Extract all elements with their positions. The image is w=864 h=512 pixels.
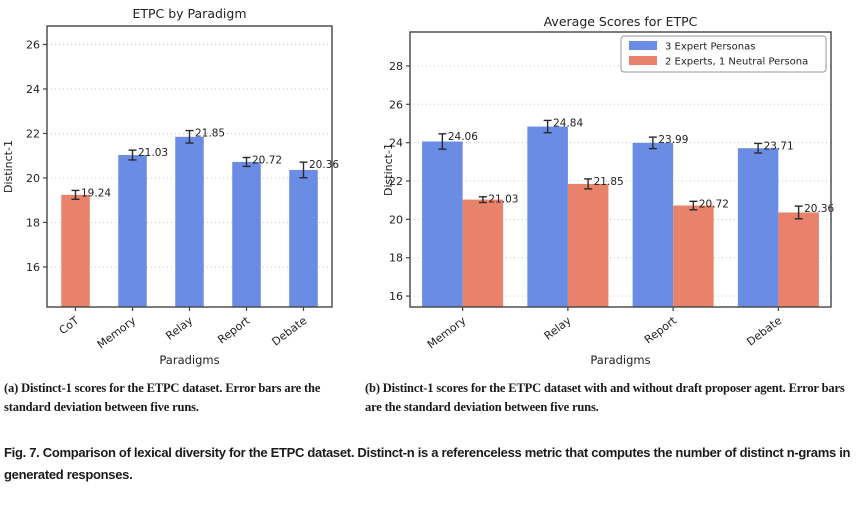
- y-tick-label: 28: [389, 60, 403, 73]
- chart-average-scores-etpc: 24.06 21.03 24.84 21.85 23.99 20.72 23.71 20.36…: [380, 0, 864, 378]
- y-tick-label: 16: [26, 261, 40, 274]
- y-tick-label: 22: [389, 175, 403, 188]
- bar-debate-1: [778, 212, 819, 307]
- y-axis-label: Distinct-1: [2, 140, 15, 193]
- value-label: 21.85: [195, 128, 225, 140]
- subcaption-b: (b) Distinct-1 scores for the ETPC datas…: [365, 381, 845, 414]
- chart-title: ETPC by Paradigm: [132, 6, 246, 21]
- x-axis-label: Paradigms: [590, 353, 650, 367]
- x-tick-label: Debate: [269, 314, 309, 349]
- bar-cot: [61, 194, 90, 307]
- value-label: 20.36: [804, 203, 834, 215]
- y-tick-label: 18: [389, 252, 403, 265]
- x-tick-label: Memory: [95, 314, 139, 352]
- x-tick-label: Relay: [163, 314, 195, 343]
- bar-relay: [175, 136, 204, 307]
- value-label: 23.99: [658, 134, 688, 146]
- bar-memory-1: [462, 199, 504, 307]
- legend-box: [620, 35, 827, 73]
- bar-report-1: [673, 205, 714, 307]
- bar-report-0: [632, 142, 674, 307]
- bar-memory: [118, 155, 147, 307]
- bar-relay-0: [527, 126, 568, 307]
- y-tick-label: 18: [26, 216, 40, 229]
- plot-frame: [409, 31, 832, 308]
- legend-label-1: 2 Experts, 1 Neutral Persona: [665, 57, 808, 68]
- y-axis-label: Distinct-1: [382, 143, 395, 196]
- y-tick-label: 24: [26, 83, 40, 96]
- y-tick-label: 20: [389, 213, 403, 226]
- value-label: 21.03: [488, 194, 518, 206]
- subcaption-a: (a) Distinct-1 scores for the ETPC datas…: [4, 381, 321, 414]
- y-tick-label: 16: [389, 290, 403, 303]
- bar-debate: [289, 169, 318, 307]
- value-label: 24.84: [553, 117, 583, 129]
- chart-etpc-by-paradigm: 19.24 21.03 21.85 20.72 20.36 16 18 20 22 24 26 CoT…: [0, 0, 380, 378]
- y-tick-label: 24: [389, 137, 403, 150]
- chart-a-canvas: 19.24 21.03 21.85 20.72 20.36 16 18 20 22 24 26 CoT…: [2, 6, 339, 367]
- legend-label-0: 3 Expert Personas: [665, 42, 755, 53]
- x-axis-label: Paradigms: [159, 353, 219, 367]
- legend-swatch-1: [629, 56, 657, 65]
- value-label: 19.24: [81, 187, 111, 199]
- bar-report: [232, 161, 261, 307]
- x-tick-label: Relay: [542, 314, 574, 343]
- x-tick-label: Report: [642, 314, 679, 347]
- value-label: 20.72: [252, 154, 282, 166]
- value-label: 23.71: [764, 140, 794, 152]
- value-label: 21.03: [138, 147, 168, 159]
- y-tick-label: 26: [26, 38, 40, 51]
- y-tick-label: 26: [389, 98, 403, 111]
- bar-relay-1: [567, 183, 609, 307]
- bar-debate-0: [737, 148, 779, 307]
- chart-title: Average Scores for ETPC: [544, 14, 698, 29]
- value-label: 24.06: [448, 131, 478, 143]
- x-tick-label: Memory: [425, 314, 469, 352]
- chart-b-canvas: 24.06 21.03 24.84 21.85 23.99 20.72 23.71 20.36…: [382, 14, 835, 367]
- y-tick-label: 22: [26, 127, 40, 140]
- y-tick-label: 20: [26, 172, 40, 185]
- figure-caption: Fig. 7. Comparison of lexical diversity …: [4, 445, 851, 482]
- bar-memory-0: [422, 141, 463, 307]
- x-tick-label: Report: [215, 314, 252, 347]
- value-label: 20.36: [309, 159, 339, 171]
- legend-swatch-0: [629, 41, 657, 50]
- value-label: 21.85: [594, 176, 624, 188]
- x-tick-label: Debate: [744, 314, 784, 349]
- x-tick-label: CoT: [57, 314, 82, 337]
- value-label: 20.72: [699, 198, 729, 210]
